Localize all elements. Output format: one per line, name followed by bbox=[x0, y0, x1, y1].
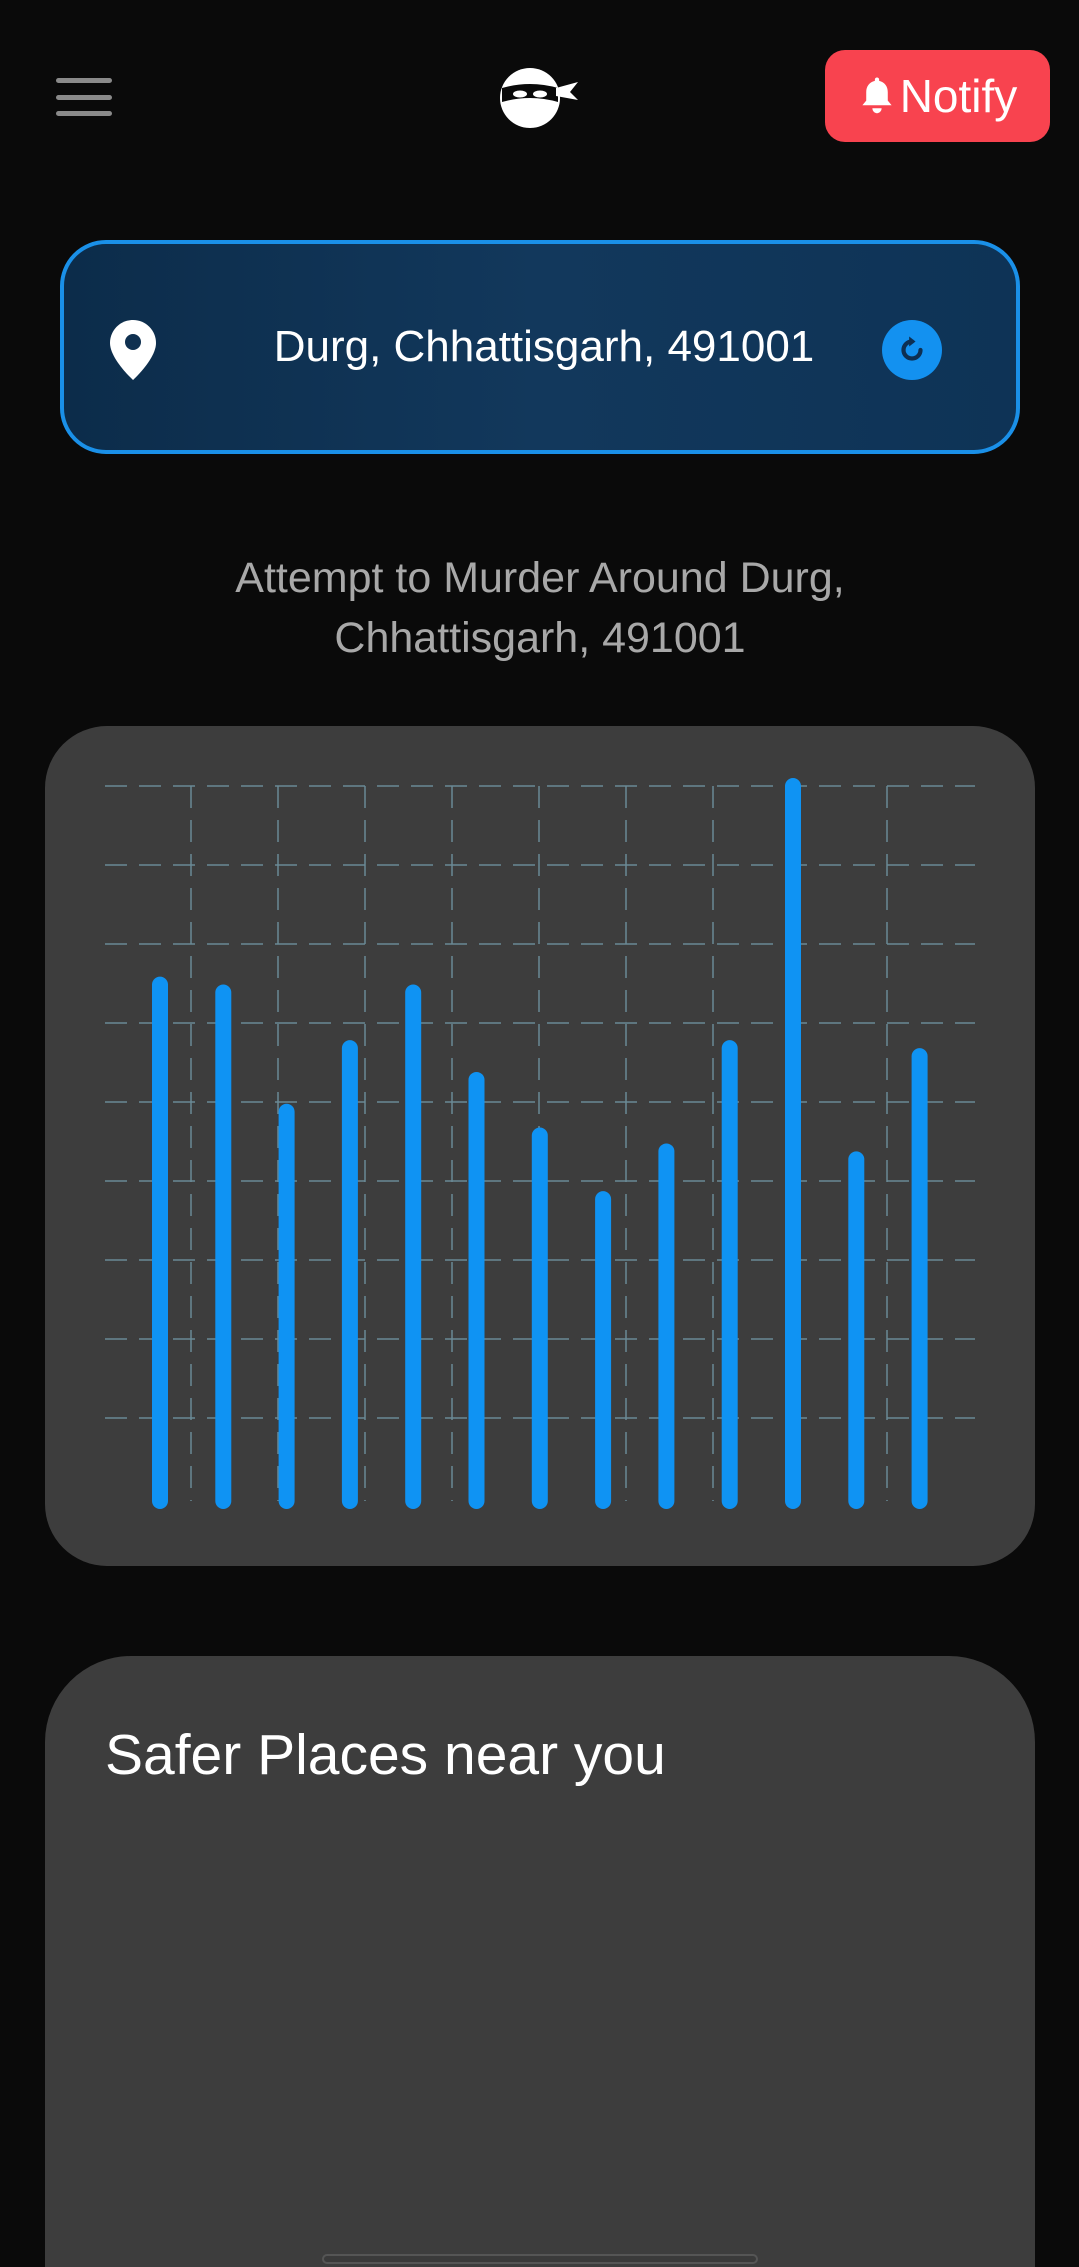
notify-button[interactable]: Notify bbox=[825, 50, 1050, 142]
location-pin-icon bbox=[110, 320, 156, 380]
crime-subtitle: Attempt to Murder Around Durg, Chhattisg… bbox=[235, 554, 845, 662]
ninja-logo-icon bbox=[500, 68, 578, 128]
hamburger-menu-icon[interactable] bbox=[56, 78, 112, 116]
refresh-button[interactable] bbox=[882, 320, 942, 380]
scroll-indicator bbox=[322, 2254, 758, 2264]
location-text: Durg, Chhattisgarh, 491001 bbox=[273, 322, 815, 371]
notify-label: Notify bbox=[899, 70, 1018, 122]
crime-chart-card bbox=[45, 726, 1035, 1566]
safer-places-card: Safer Places near you bbox=[45, 1656, 1035, 2267]
crime-bar-chart bbox=[105, 778, 975, 1509]
refresh-icon bbox=[901, 336, 923, 361]
location-card[interactable]: Durg, Chhattisgarh, 491001 bbox=[60, 240, 1020, 454]
safer-places-title: Safer Places near you bbox=[105, 1723, 666, 1787]
bell-icon bbox=[862, 77, 892, 114]
